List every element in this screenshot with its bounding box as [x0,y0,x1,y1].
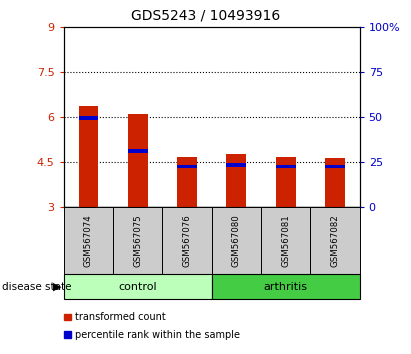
Text: GSM567081: GSM567081 [281,214,290,267]
Bar [226,154,246,207]
Bar [276,158,296,207]
Text: percentile rank within the sample: percentile rank within the sample [75,330,240,339]
Bar [177,158,197,207]
Text: control: control [118,282,157,292]
Bar [79,106,98,207]
Text: GSM567080: GSM567080 [232,214,241,267]
Bar [79,116,98,120]
Bar [325,165,345,169]
Text: disease state: disease state [2,282,72,292]
Text: GDS5243 / 10493916: GDS5243 / 10493916 [131,9,280,23]
Bar [128,149,148,153]
Text: arthritis: arthritis [263,282,308,292]
Text: GSM567082: GSM567082 [330,214,339,267]
Text: transformed count: transformed count [75,312,166,322]
Text: GSM567074: GSM567074 [84,214,93,267]
Bar [226,163,246,167]
Bar [177,165,197,169]
Bar [276,165,296,169]
Text: GSM567076: GSM567076 [182,214,192,267]
Bar [128,114,148,207]
Text: ▶: ▶ [53,282,61,292]
Text: GSM567075: GSM567075 [133,214,142,267]
Bar [325,158,345,207]
